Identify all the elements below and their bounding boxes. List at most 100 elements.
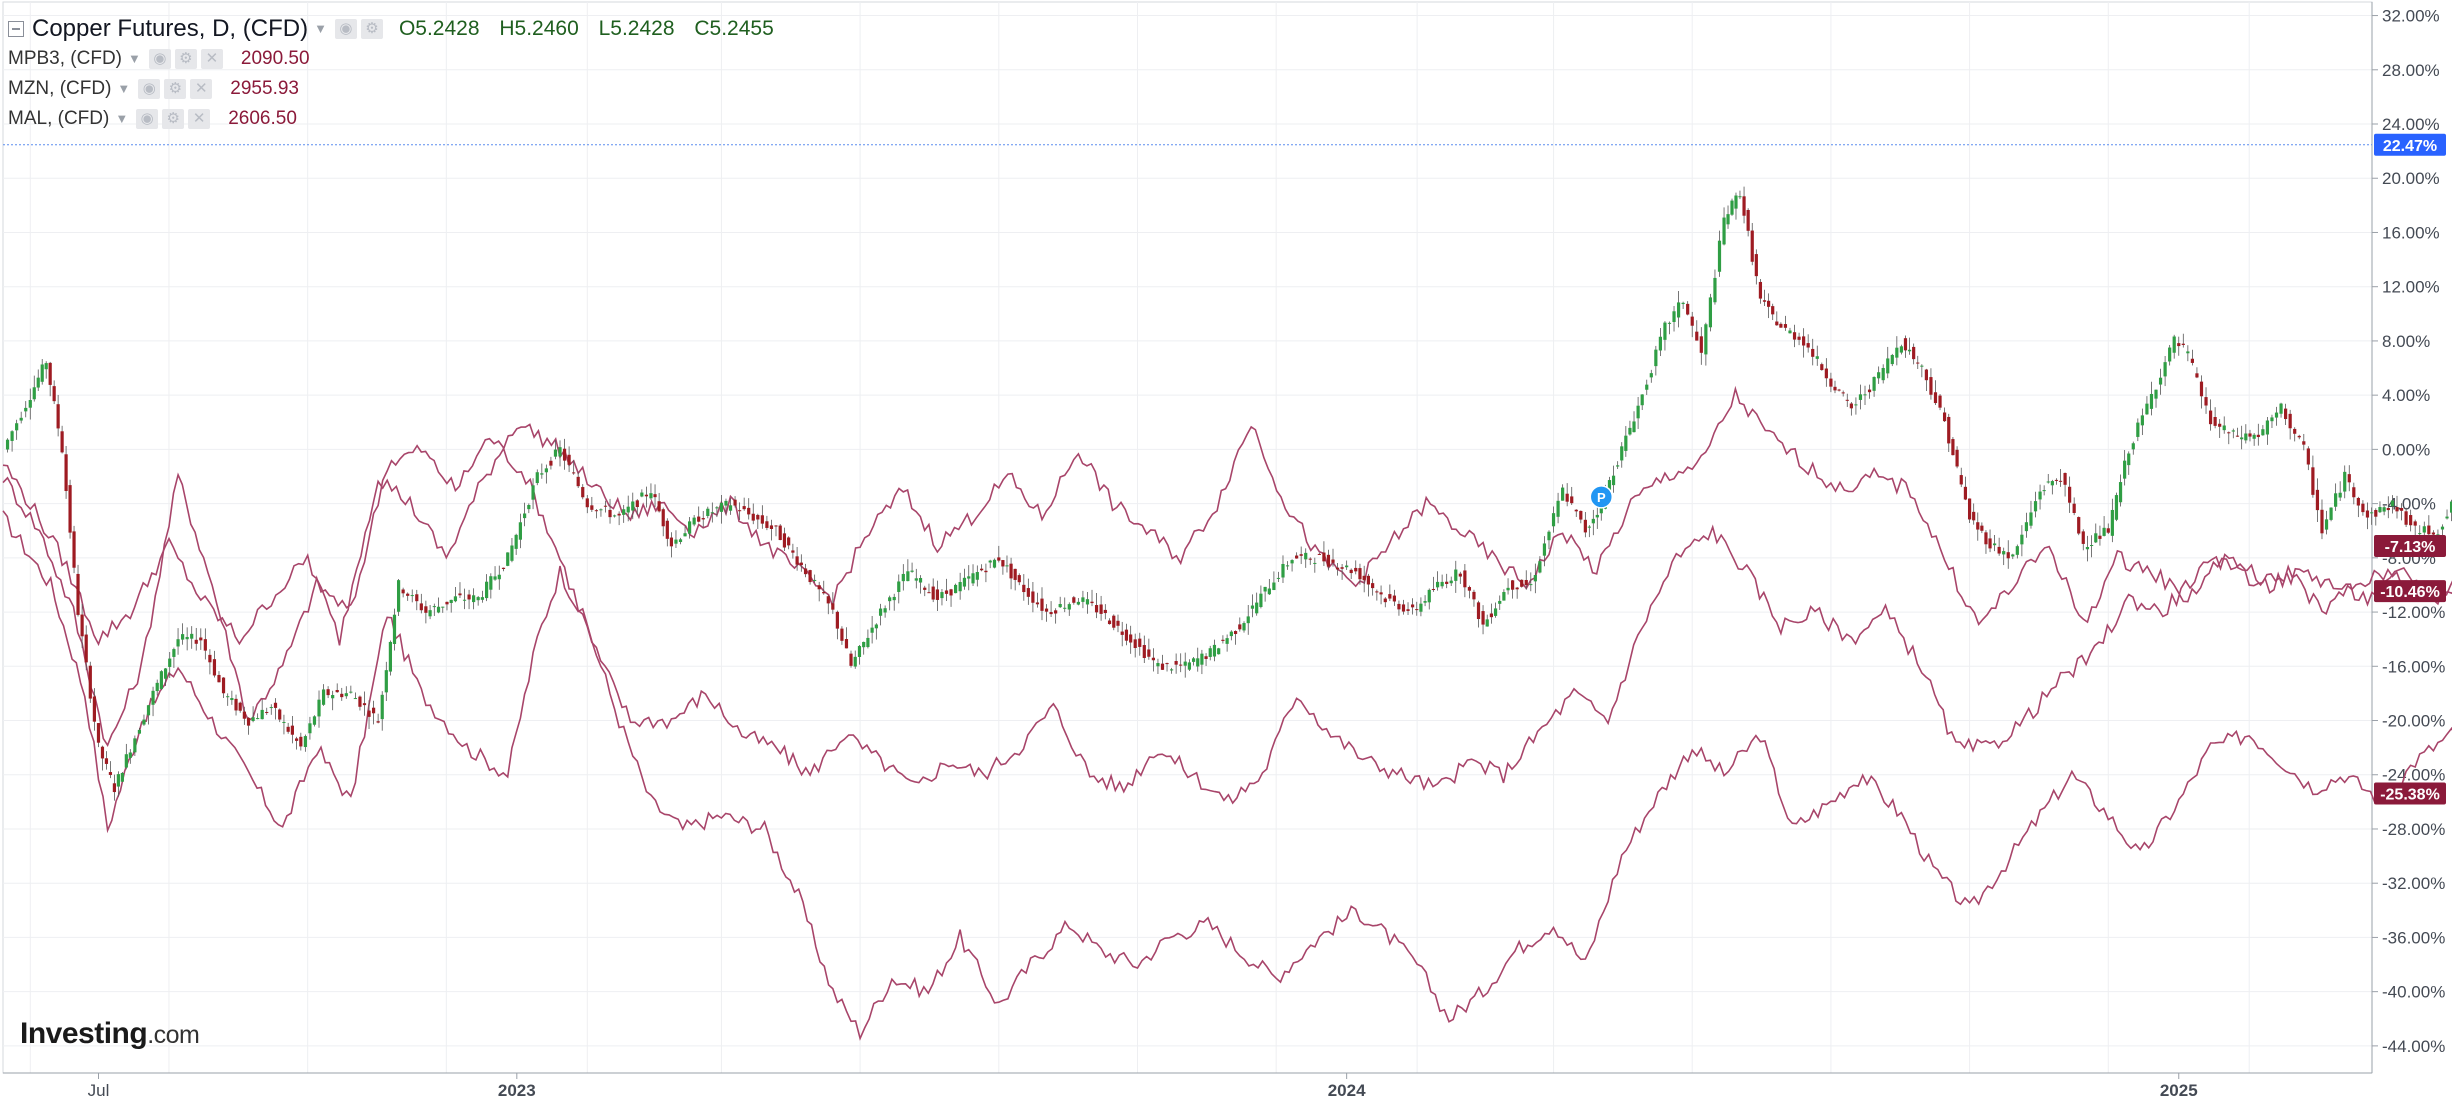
candle-body [769, 525, 774, 529]
candle-body [84, 634, 88, 663]
candle-body [2006, 552, 2010, 559]
candle-body [1250, 605, 1255, 609]
candle-body [56, 404, 60, 429]
candle-body [2038, 491, 2042, 500]
logo-main: Investing [20, 1017, 148, 1050]
candle-body [2204, 397, 2208, 406]
candle-body [1976, 522, 1980, 530]
candle-body [840, 628, 844, 641]
candle-body [146, 705, 151, 716]
candle-body [1379, 592, 1383, 595]
y-tick-label: -40.00% [2382, 983, 2445, 1002]
candle-body [1498, 600, 1502, 604]
candle-body [1493, 608, 1498, 616]
candle-body [608, 509, 612, 518]
candle-body [1246, 616, 1250, 624]
candle-body [1942, 412, 1947, 422]
candle-body [774, 525, 778, 527]
candle-body [2378, 507, 2382, 513]
candle-body [155, 682, 159, 692]
candle-body [1699, 336, 1703, 353]
last-value-badge-mal: -10.46% [2380, 584, 2440, 601]
candle-body [40, 364, 44, 382]
candle-body [2270, 417, 2274, 422]
candle-body [1295, 555, 1299, 559]
candle-body [1276, 577, 1281, 579]
close-value: C5.2455 [694, 17, 774, 40]
candle-body [984, 570, 988, 573]
chevron-down-icon[interactable]: ▼ [128, 51, 141, 66]
plot-area[interactable] [2, 1, 2373, 1074]
gear-icon[interactable]: ⚙ [174, 49, 197, 69]
eye-icon[interactable]: ◉ [136, 109, 159, 129]
chevron-down-icon[interactable]: ▼ [117, 81, 131, 96]
candle-body [1099, 604, 1103, 614]
y-tick-label: 4.00% [2382, 386, 2430, 405]
y-tick-label: 28.00% [2382, 61, 2440, 80]
candle-body [669, 537, 674, 547]
candle-body [1984, 532, 1988, 545]
candle-body [1959, 475, 1963, 485]
legend-compare-row[interactable]: MAL, (CFD) ▼ ◉ ⚙ ✕ 2606.50 [8, 104, 788, 134]
compare-last-value: 2090.50 [240, 48, 310, 69]
candle-body [2158, 377, 2163, 385]
last-value-badge-mpb3-bg [2374, 782, 2446, 805]
candle-body [2279, 403, 2283, 414]
candle-body [2445, 516, 2449, 519]
collapse-icon[interactable] [8, 21, 24, 37]
candle-body [2413, 521, 2417, 526]
candle-body [2235, 435, 2240, 437]
candle-body [1397, 603, 1401, 610]
gear-icon[interactable]: ⚙ [164, 79, 187, 99]
candle-body [1221, 639, 1225, 641]
candle-body [208, 654, 212, 663]
legend-compare-row[interactable]: MPB3, (CFD) ▼ ◉ ⚙ ✕ 2090.50 [8, 44, 788, 74]
eye-icon[interactable]: ◉ [148, 49, 171, 69]
candle-body [626, 506, 630, 513]
candle-body [2422, 526, 2426, 533]
candle-body [2306, 448, 2310, 465]
chevron-down-icon[interactable]: ▼ [115, 111, 129, 126]
candle-body [380, 694, 384, 720]
compare-symbol-label[interactable]: MAL, (CFD) [8, 108, 110, 129]
chevron-down-icon[interactable]: ▼ [314, 21, 327, 36]
close-icon[interactable]: ✕ [190, 79, 213, 99]
candle-body [238, 702, 242, 711]
eye-icon[interactable]: ◉ [334, 19, 357, 39]
candle-body [1762, 300, 1767, 302]
close-icon[interactable]: ✕ [200, 49, 223, 69]
event-marker[interactable] [1589, 485, 1614, 509]
gear-icon[interactable]: ⚙ [360, 19, 383, 39]
candle-body [1481, 611, 1485, 625]
eye-icon[interactable]: ◉ [138, 79, 161, 99]
candle-body [2011, 554, 2015, 557]
close-icon[interactable]: ✕ [188, 109, 211, 129]
main-symbol-title[interactable]: Copper Futures, D, (CFD) [32, 15, 309, 42]
candle-body [782, 533, 787, 548]
candle-body [688, 521, 692, 534]
candle-body [2293, 428, 2297, 434]
compare-symbol-label[interactable]: MPB3, (CFD) [8, 48, 122, 69]
legend-compare-row[interactable]: MZN, (CFD) ▼ ◉ ⚙ ✕ 2955.93 [8, 74, 788, 104]
candle-body [142, 719, 146, 725]
candle-body [2347, 474, 2351, 483]
candle-body [585, 498, 589, 508]
legend-main-row[interactable]: Copper Futures, D, (CFD) ▼ ◉ ⚙ O5.2428 H… [8, 14, 788, 44]
candle-body [1583, 519, 1587, 533]
candle-body [1001, 560, 1005, 567]
candle-body [436, 606, 441, 613]
candle-body [2127, 453, 2131, 466]
compare-symbol-label[interactable]: MZN, (CFD) [8, 78, 112, 99]
candle-body [2154, 389, 2158, 399]
candle-body [1383, 598, 1387, 603]
candle-body [212, 659, 217, 676]
candle-body [36, 377, 40, 388]
candle-body [1681, 302, 1685, 305]
gear-icon[interactable]: ⚙ [162, 109, 185, 129]
candle-body [1476, 602, 1481, 620]
candle-body [1561, 487, 1565, 501]
candle-body [853, 656, 857, 667]
candle-body [72, 531, 76, 568]
